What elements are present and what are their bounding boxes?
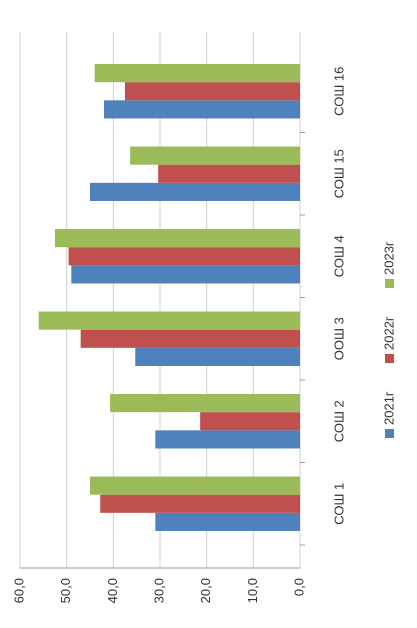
bar <box>80 329 300 348</box>
x-tick-label: СОШ 1 <box>331 483 346 525</box>
y-tick-label: 50,0 <box>58 578 73 603</box>
legend-swatch <box>385 279 394 288</box>
bar <box>38 311 301 330</box>
legend-label: 2023г <box>381 241 396 275</box>
legend-label: 2022г <box>381 316 396 350</box>
legend-swatch <box>385 354 394 363</box>
legend-swatch <box>385 429 394 438</box>
bar <box>104 100 300 119</box>
rotated-chart: 0,0 10,0 20,0 30,0 40,0 50,0 60,0 СОШ 1 СОШ 2 ООШ… <box>11 32 396 603</box>
bar <box>71 265 301 284</box>
y-tick-label: 10,0 <box>245 578 260 603</box>
bar <box>94 64 300 83</box>
bar <box>90 182 300 201</box>
bar <box>90 476 300 495</box>
x-tick-label: СОШ 4 <box>331 235 346 277</box>
y-tick-label: 20,0 <box>198 578 213 603</box>
bar <box>125 82 300 101</box>
y-tick-label: 60,0 <box>11 578 26 603</box>
bar <box>155 430 300 449</box>
bar <box>55 229 300 248</box>
bar <box>155 512 300 531</box>
x-tick-label: СОШ 2 <box>331 400 346 442</box>
bar <box>200 412 300 431</box>
bar <box>158 164 300 183</box>
bar <box>110 394 300 413</box>
y-tick-label: 30,0 <box>151 578 166 603</box>
y-tick-label: 0,0 <box>291 578 306 596</box>
x-tick-label: СОШ 16 <box>331 67 346 116</box>
bar <box>135 347 300 366</box>
bar <box>68 247 300 266</box>
x-tick-label: ООШ 3 <box>331 317 346 360</box>
legend-label: 2021г <box>381 391 396 425</box>
y-tick-label: 40,0 <box>105 578 120 603</box>
bar <box>130 146 300 165</box>
bar <box>100 494 301 513</box>
x-tick-label: СОШ 15 <box>331 149 346 198</box>
